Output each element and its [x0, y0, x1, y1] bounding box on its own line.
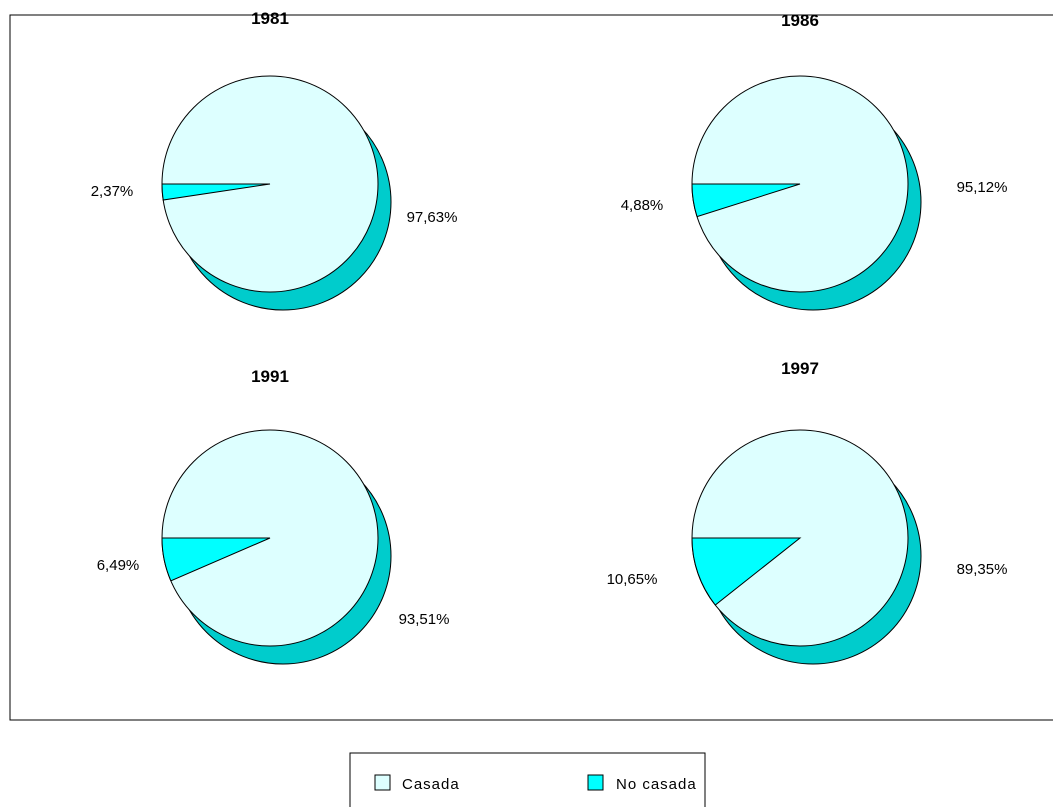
- pie-1981: 1981 2,37% 97,63%: [91, 9, 458, 311]
- pie-1997: 1997 10,65% 89,35%: [607, 359, 1008, 665]
- slice-no-casada-1991: [161, 537, 271, 582]
- label-casada-1981: 97,63%: [407, 209, 458, 226]
- legend: Casada No casada: [349, 752, 706, 807]
- legend-label-casada: Casada: [402, 776, 460, 793]
- pie-1986: 1986 4,88% 95,12%: [621, 11, 1008, 311]
- label-casada-1991: 93,51%: [399, 611, 450, 628]
- slice-no-casada-1986: [691, 183, 801, 218]
- pie-1991: 1991 6,49% 93,51%: [97, 367, 450, 665]
- label-casada-1986: 95,12%: [957, 179, 1008, 196]
- legend-swatch-no-casada: [587, 774, 604, 791]
- pie-title-1981: 1981: [251, 9, 289, 28]
- slice-no-casada-1981: [161, 183, 271, 201]
- label-casada-1997: 89,35%: [957, 561, 1008, 578]
- legend-frame: [349, 752, 706, 807]
- legend-items: Casada No casada: [374, 774, 697, 793]
- legend-swatch-casada: [374, 774, 391, 791]
- pie-title-1986: 1986: [781, 11, 819, 30]
- legend-label-no-casada: No casada: [616, 776, 697, 793]
- pie-title-1991: 1991: [251, 367, 289, 386]
- slice-no-casada-1997: [691, 537, 802, 606]
- label-no-casada-1991: 6,49%: [97, 557, 140, 574]
- pies-layer: 1981 2,37% 97,63% 1986 4,88% 95,12% 1991 6,49% 9…: [91, 9, 1008, 665]
- label-no-casada-1997: 10,65%: [607, 571, 658, 588]
- label-no-casada-1981: 2,37%: [91, 183, 134, 200]
- label-no-casada-1986: 4,88%: [621, 197, 664, 214]
- pie-title-1997: 1997: [781, 359, 819, 378]
